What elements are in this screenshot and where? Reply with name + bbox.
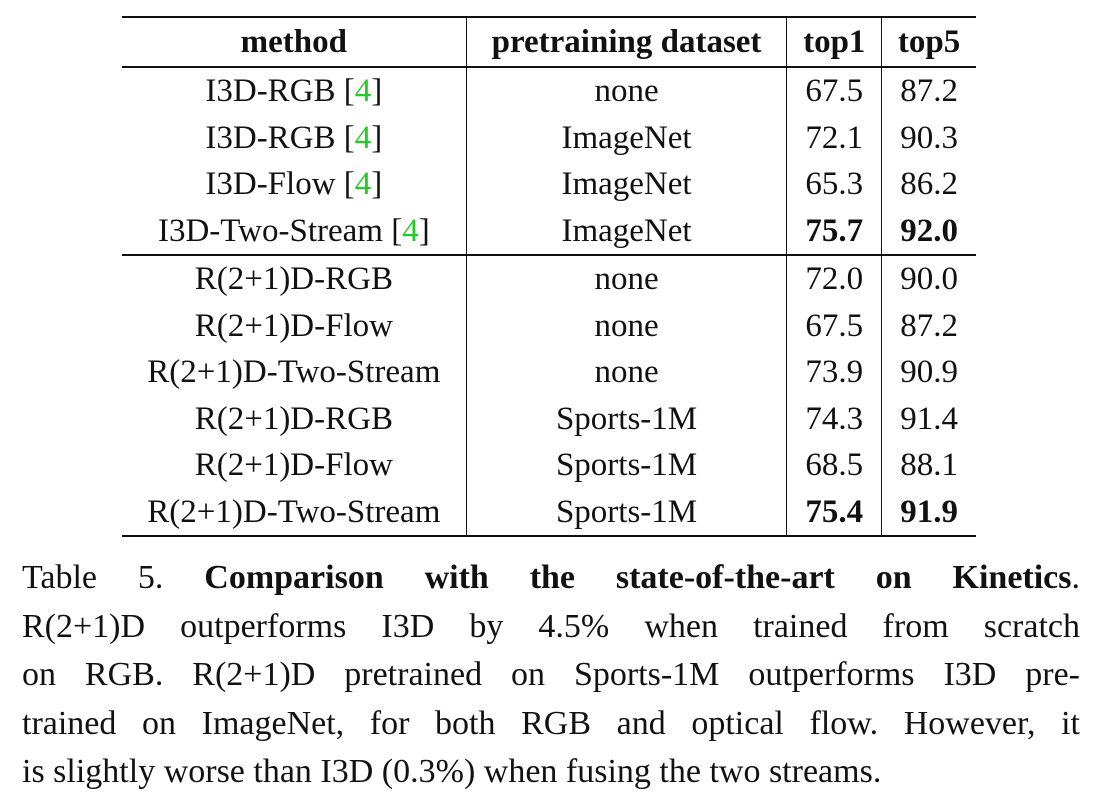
method-name: R(2+1)D-Two-Stream: [147, 493, 441, 530]
cell-method: I3D-Flow [4]: [205, 166, 383, 203]
cell-pretraining-dataset: Sports-1M: [465, 488, 787, 537]
header-top1: top1: [786, 16, 882, 68]
cell-top5: 87.2: [881, 67, 976, 115]
table-header: method pretraining dataset top1 top5: [122, 16, 976, 68]
cell-method: R(2+1)D-Flow: [122, 303, 466, 350]
caption-line-5: is slightly worse than I3D (0.3%) when f…: [22, 753, 882, 790]
table-row: R(2+1)D-Flow none 67.5 87.2: [122, 302, 976, 350]
cell-top5: 86.2: [881, 161, 976, 208]
cell-method: R(2+1)D-RGB: [122, 396, 466, 443]
method-name: R(2+1)D-Flow: [194, 307, 393, 344]
table-row: R(2+1)D-Flow Sports-1M 68.5 88.1: [122, 442, 976, 489]
table-row: R(2+1)D-Two-Stream none 73.9 90.9: [122, 349, 976, 396]
method-name: R(2+1)D-RGB: [194, 261, 393, 298]
caption-line-1: Table 5. Comparison with the state-of-th…: [22, 559, 1080, 596]
cell-pretraining-dataset: none: [465, 255, 787, 303]
citation-link[interactable]: 4: [354, 119, 372, 156]
method-name: I3D-RGB: [205, 119, 336, 156]
citation-link[interactable]: 4: [354, 73, 372, 110]
table-row: I3D-Two-Stream [4] ImageNet 75.7 92.0: [122, 207, 976, 256]
table-row: R(2+1)D-RGB Sports-1M 74.3 91.4: [122, 395, 976, 443]
table-row: R(2+1)D-RGB none 72.0 90.0: [122, 255, 976, 303]
cell-pretraining-dataset: Sports-1M: [465, 442, 787, 489]
cell-top5: 91.4: [881, 395, 976, 442]
caption-line-4: trained on ImageNet, for both RGB and op…: [22, 704, 1080, 742]
caption-line-3: on RGB. R(2+1)D pretrained on Sports-1M …: [22, 656, 1080, 693]
cell-method: I3D-RGB [4]: [205, 73, 383, 110]
header-method: method: [122, 16, 467, 68]
citation-link[interactable]: 4: [402, 212, 419, 249]
caption-line-2: R(2+1)D outperforms I3D by 4.5% when tra…: [22, 607, 1080, 645]
method-name: R(2+1)D-RGB: [194, 400, 393, 437]
header-pretraining-dataset: pretraining dataset: [465, 16, 787, 68]
method-name: I3D-RGB: [205, 73, 336, 110]
cell-top5: 90.9: [881, 349, 976, 396]
table-row: I3D-RGB [4] none 67.5 87.2: [122, 67, 976, 115]
cell-top1: 74.3: [786, 395, 882, 442]
cell-top5: 92.0: [881, 207, 976, 256]
cell-method: R(2+1)D-RGB: [122, 255, 466, 303]
cell-pretraining-dataset: none: [465, 302, 787, 349]
cell-pretraining-dataset: ImageNet: [465, 207, 787, 256]
cell-method: I3D-Two-Stream [4]: [122, 207, 467, 256]
header-row: method pretraining dataset top1 top5: [122, 16, 976, 68]
cell-top5: 90.0: [881, 255, 976, 303]
cell-top5: 90.3: [881, 114, 976, 161]
cell-top1: 67.5: [786, 302, 882, 349]
cell-method: R(2+1)D-Two-Stream: [122, 349, 466, 396]
header-top5: top5: [881, 16, 976, 68]
cell-pretraining-dataset: ImageNet: [465, 161, 787, 208]
table-caption: Table 5. Comparison with the state-of-th…: [22, 554, 1080, 797]
method-name: I3D-Two-Stream: [157, 212, 383, 249]
cell-top5: 91.9: [881, 488, 976, 537]
cell-top1: 75.7: [786, 207, 882, 256]
method-name: I3D-Flow: [205, 166, 336, 203]
table-row: I3D-RGB [4] ImageNet 72.1 90.3: [122, 114, 976, 161]
cell-method: I3D-RGB [4]: [205, 119, 383, 156]
method-name: R(2+1)D-Two-Stream: [147, 354, 441, 391]
cell-top1: 67.5: [786, 67, 882, 115]
table-row: R(2+1)D-Two-Stream Sports-1M 75.4 91.9: [122, 488, 976, 537]
cell-top1: 75.4: [786, 488, 882, 537]
cell-pretraining-dataset: ImageNet: [465, 114, 787, 161]
results-table-container: method pretraining dataset top1 top5 I3D…: [122, 16, 976, 537]
caption-label: Table 5.: [22, 559, 164, 596]
results-table: method pretraining dataset top1 top5 I3D…: [122, 16, 976, 537]
cell-top1: 65.3: [786, 161, 882, 208]
cell-pretraining-dataset: Sports-1M: [465, 395, 787, 442]
cell-top1: 73.9: [786, 349, 882, 396]
cell-pretraining-dataset: none: [465, 67, 787, 115]
cell-top1: 72.1: [786, 114, 882, 161]
cell-method: R(2+1)D-Flow: [122, 442, 466, 489]
cell-top5: 88.1: [881, 442, 976, 489]
cell-top1: 72.0: [786, 255, 882, 303]
caption-title: Comparison with the state-of-the-art on …: [204, 559, 1072, 596]
table-row: I3D-Flow [4] ImageNet 65.3 86.2: [122, 161, 976, 208]
cell-top5: 87.2: [881, 302, 976, 349]
cell-top1: 68.5: [786, 442, 882, 489]
cell-pretraining-dataset: none: [465, 349, 787, 396]
cell-method: R(2+1)D-Two-Stream: [122, 488, 467, 537]
citation-link[interactable]: 4: [354, 166, 372, 203]
method-name: R(2+1)D-Flow: [194, 447, 393, 484]
table-body: I3D-RGB [4] none 67.5 87.2 I3D-RGB [4] ImageN…: [122, 67, 976, 537]
